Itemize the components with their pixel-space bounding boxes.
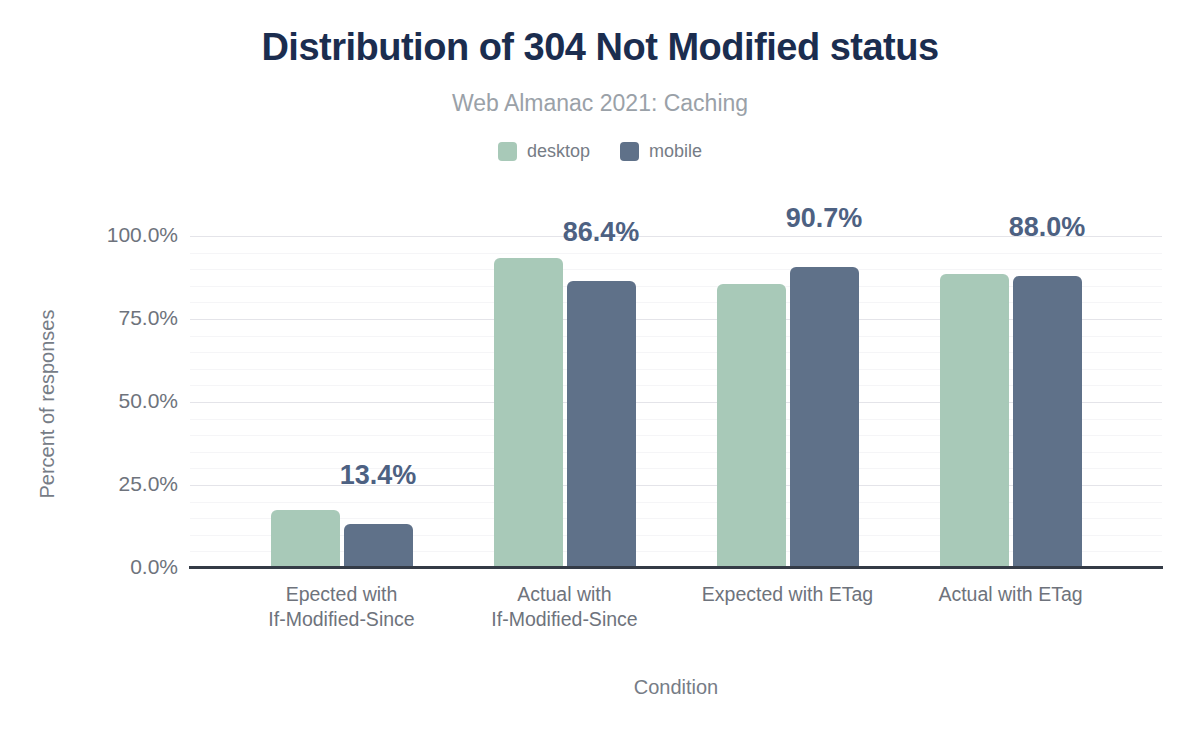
plot-area: 0.0% 25.0% 50.0% 75.0% 100.0% 13.4% Epected wi… — [0, 0, 1200, 742]
bar-desktop — [271, 510, 340, 568]
x-axis-title: Condition — [634, 676, 719, 699]
x-tick-label: Epected with If-Modified-Since — [217, 582, 467, 633]
data-label: 90.7% — [786, 203, 863, 234]
data-label: 88.0% — [1009, 212, 1086, 243]
bar-mobile — [1013, 276, 1082, 568]
x-tick-label: Expected with ETag — [663, 582, 913, 607]
data-label: 13.4% — [340, 460, 417, 491]
y-tick-label: 100.0% — [8, 223, 178, 247]
x-tick-label: Actual with ETag — [886, 582, 1136, 607]
gridline-minor — [190, 253, 1162, 254]
chart-figure: Distribution of 304 Not Modified status … — [0, 0, 1200, 742]
bar-desktop — [494, 258, 563, 568]
bar-mobile — [567, 281, 636, 568]
y-tick-label: 50.0% — [8, 389, 178, 413]
x-axis-line — [189, 566, 1163, 569]
data-label: 86.4% — [563, 217, 640, 248]
bar-desktop — [717, 284, 786, 568]
y-tick-label: 75.0% — [8, 306, 178, 330]
bar-desktop — [940, 274, 1009, 568]
x-tick-label: Actual with If-Modified-Since — [440, 582, 690, 633]
gridline-minor — [190, 269, 1162, 270]
bar-mobile — [790, 267, 859, 568]
y-tick-label: 25.0% — [8, 472, 178, 496]
bar-mobile — [344, 524, 413, 568]
y-tick-label: 0.0% — [8, 555, 178, 579]
